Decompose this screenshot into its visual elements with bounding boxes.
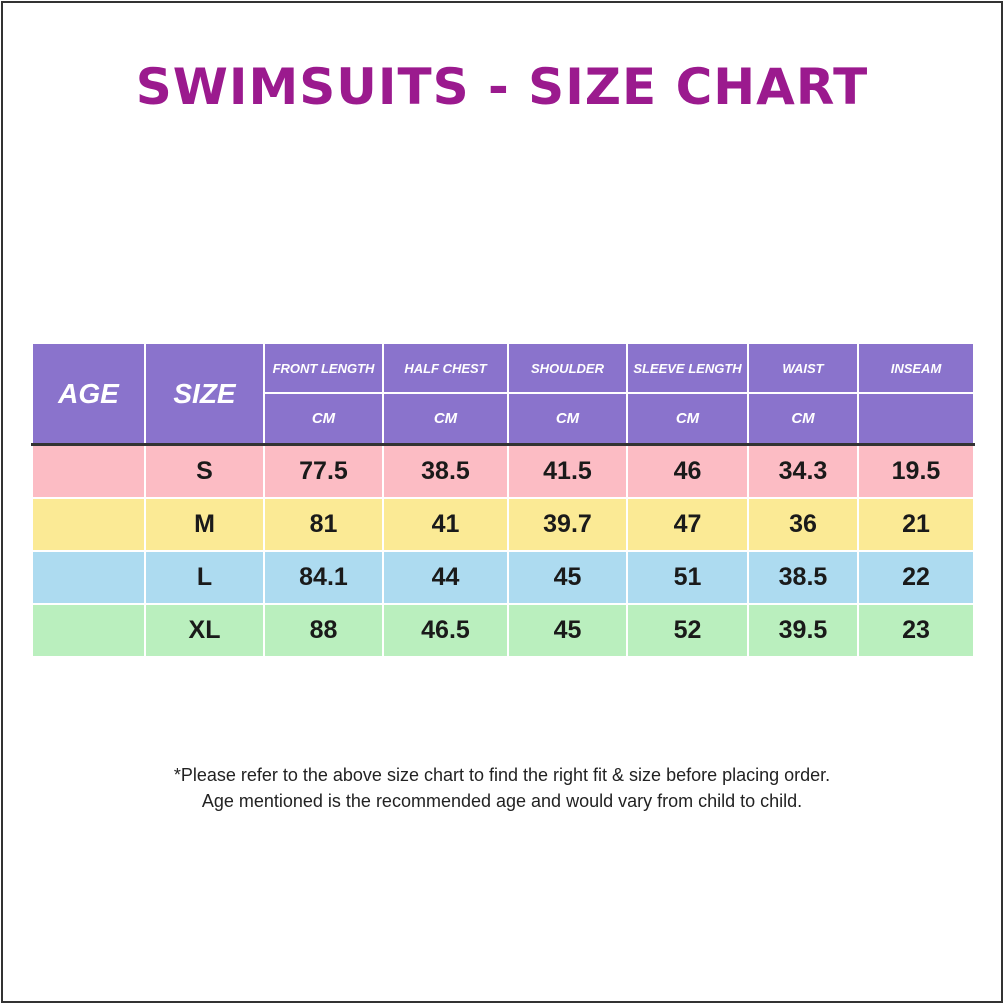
measurement-cell: 38.5 — [747, 550, 859, 605]
column-header-inseam: INSEAM — [857, 342, 975, 394]
measurement-cell: 39.5 — [747, 603, 859, 658]
measurement-cell: 22 — [857, 550, 975, 605]
measurement-cell: 77.5 — [263, 443, 384, 499]
measurement-cell: 88 — [263, 603, 384, 658]
age-cell — [31, 550, 146, 605]
unit-waist: CM — [747, 392, 859, 446]
unit-inseam — [857, 392, 975, 446]
measurement-cell: 45 — [507, 550, 628, 605]
measurement-cell: 45 — [507, 603, 628, 658]
age-cell — [31, 603, 146, 658]
table-row: M 81 41 39.7 47 36 21 — [31, 497, 975, 552]
measurement-cell: 47 — [626, 497, 749, 552]
unit-half-chest: CM — [382, 392, 509, 446]
size-cell: M — [144, 497, 265, 552]
measurement-cell: 36 — [747, 497, 859, 552]
unit-front-length: CM — [263, 392, 384, 446]
page-title: SWIMSUITS - SIZE CHART — [135, 58, 869, 116]
footnote: *Please refer to the above size chart to… — [0, 762, 1004, 814]
size-header: SIZE — [144, 342, 265, 446]
measurement-cell: 21 — [857, 497, 975, 552]
measurement-cell: 84.1 — [263, 550, 384, 605]
size-cell: L — [144, 550, 265, 605]
table-row: S 77.5 38.5 41.5 46 34.3 19.5 — [31, 443, 975, 499]
measurement-cell: 19.5 — [857, 443, 975, 499]
age-header: AGE — [31, 342, 146, 446]
measurement-cell: 41 — [382, 497, 509, 552]
measurement-cell: 39.7 — [507, 497, 628, 552]
footnote-line-1: *Please refer to the above size chart to… — [173, 765, 831, 785]
measurement-cell: 38.5 — [382, 443, 509, 499]
size-chart-table: AGE SIZE FRONT LENGTH HALF CHEST SHOULDE… — [31, 342, 975, 658]
column-header-shoulder: SHOULDER — [507, 342, 628, 394]
unit-sleeve-length: CM — [626, 392, 749, 446]
measurement-cell: 51 — [626, 550, 749, 605]
measurement-cell: 52 — [626, 603, 749, 658]
measurement-cell: 41.5 — [507, 443, 628, 499]
measurement-cell: 44 — [382, 550, 509, 605]
size-cell: XL — [144, 603, 265, 658]
measurement-cell: 34.3 — [747, 443, 859, 499]
unit-shoulder: CM — [507, 392, 628, 446]
column-header-sleeve-length: SLEEVE LENGTH — [626, 342, 749, 394]
measurement-cell: 81 — [263, 497, 384, 552]
table-row: L 84.1 44 45 51 38.5 22 — [31, 550, 975, 605]
measurement-cell: 46 — [626, 443, 749, 499]
size-cell: S — [144, 443, 265, 499]
age-cell — [31, 497, 146, 552]
measurement-cell: 23 — [857, 603, 975, 658]
column-header-half-chest: HALF CHEST — [382, 342, 509, 394]
table-row: XL 88 46.5 45 52 39.5 23 — [31, 603, 975, 658]
column-header-waist: WAIST — [747, 342, 859, 394]
column-header-front-length: FRONT LENGTH — [263, 342, 384, 394]
measurement-cell: 46.5 — [382, 603, 509, 658]
age-cell — [31, 443, 146, 499]
footnote-line-2: Age mentioned is the recommended age and… — [201, 791, 803, 811]
